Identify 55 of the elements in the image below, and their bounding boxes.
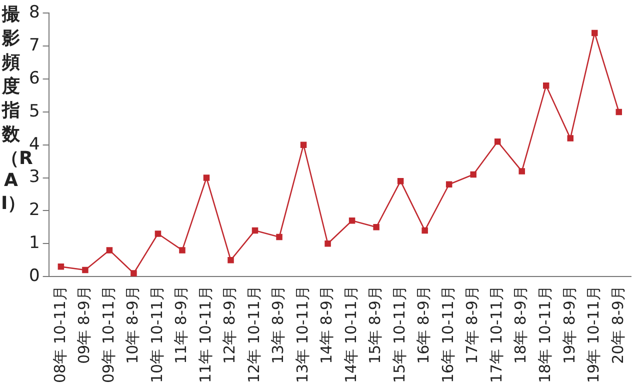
y-tick-label: 3 (28, 167, 40, 188)
point (542, 82, 550, 89)
point (252, 227, 258, 234)
y-tick-label: 6 (28, 68, 40, 88)
point (82, 266, 88, 274)
point (494, 138, 501, 145)
x-tick-label: 11年 10-11月 (196, 286, 214, 384)
x-tick-label: 19年 8-9月 (560, 286, 578, 364)
x-tick-label: 18年 10-11月 (536, 286, 554, 384)
x-tick-label: 16年 10-11月 (438, 286, 457, 384)
point (592, 30, 598, 36)
y-tick-label: 8 (28, 2, 40, 23)
x-tick-label: 15年 8-9月 (366, 286, 384, 364)
point (470, 171, 476, 178)
x-tick-label: 20年 8-9月 (608, 286, 627, 364)
point (203, 174, 210, 181)
point (397, 178, 404, 184)
point (154, 230, 162, 237)
x-tick-label: 09年 8-9月 (75, 286, 94, 364)
x-tick-label: 15年 10-11月 (390, 286, 408, 384)
point (130, 270, 137, 276)
point (58, 264, 64, 270)
x-tick-label: 10年 8-9月 (124, 286, 142, 364)
x-tick-label: 12年 8-9月 (220, 286, 239, 364)
point (324, 240, 331, 247)
point (179, 247, 186, 254)
y-tick-label: 7 (28, 36, 40, 56)
y-tick-label: 1 (28, 233, 40, 254)
point (422, 227, 428, 234)
y-tick-label: 5 (28, 101, 40, 122)
point (276, 234, 282, 240)
y-tick-label: 0 (28, 266, 40, 286)
x-tick-label: 12年 10-11月 (244, 286, 263, 384)
x-tick-label: 19年 10-11月 (584, 286, 603, 384)
x-tick-label: 14年 10-11月 (342, 286, 360, 384)
x-tick-label: 14年 8-9月 (318, 286, 336, 364)
point (446, 181, 452, 188)
x-tick-label: 08年 10-11月 (50, 286, 69, 384)
x-tick-label: 09年 10-11月 (99, 286, 118, 384)
x-tick-label: 13年 10-11月 (293, 286, 312, 384)
x-tick-label: 10年 10-11月 (148, 286, 166, 384)
x-tick-label: 17年 10-11月 (487, 286, 506, 384)
x-tick-label: 18年 8-9月 (512, 286, 530, 364)
x-tick-label: 16年 8-9月 (414, 286, 433, 364)
point (373, 224, 380, 230)
point (106, 247, 113, 254)
x-tick-label: 13年 8-9月 (269, 286, 288, 364)
point (518, 168, 525, 174)
x-tick-label: 17年 8-9月 (463, 286, 482, 364)
point (567, 135, 574, 142)
point (300, 142, 307, 148)
x-tick-label: 11年 8-9月 (172, 286, 190, 364)
point (228, 256, 234, 264)
point (616, 108, 622, 116)
point (348, 217, 356, 224)
